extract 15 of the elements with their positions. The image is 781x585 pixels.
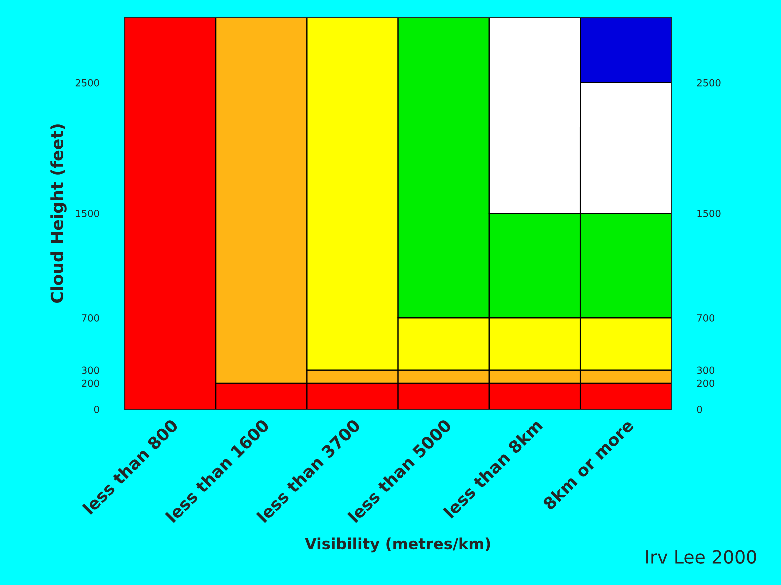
y-tick-label: 300: [82, 366, 100, 374]
y-axis-title: Cloud Height (feet): [50, 124, 67, 303]
y-tick-label: 0: [94, 406, 100, 414]
y2-tick-label: 300: [697, 366, 715, 374]
y-tick-label: 200: [82, 380, 100, 388]
y-tick-label: 1500: [76, 210, 100, 218]
y2-tick-label: 700: [697, 314, 715, 322]
y2-tick-label: 1500: [698, 210, 721, 218]
y2-tick-label: 200: [697, 380, 715, 388]
y2-tick-label: 2500: [697, 79, 721, 87]
y-tick-label: 700: [82, 314, 100, 322]
text: Irv Lee 2000: [646, 550, 756, 564]
y2-tick-label: 0: [697, 406, 702, 414]
y-tick-label: 2500: [76, 79, 100, 87]
x-axis-title: Visibility (metres/km): [305, 538, 490, 553]
